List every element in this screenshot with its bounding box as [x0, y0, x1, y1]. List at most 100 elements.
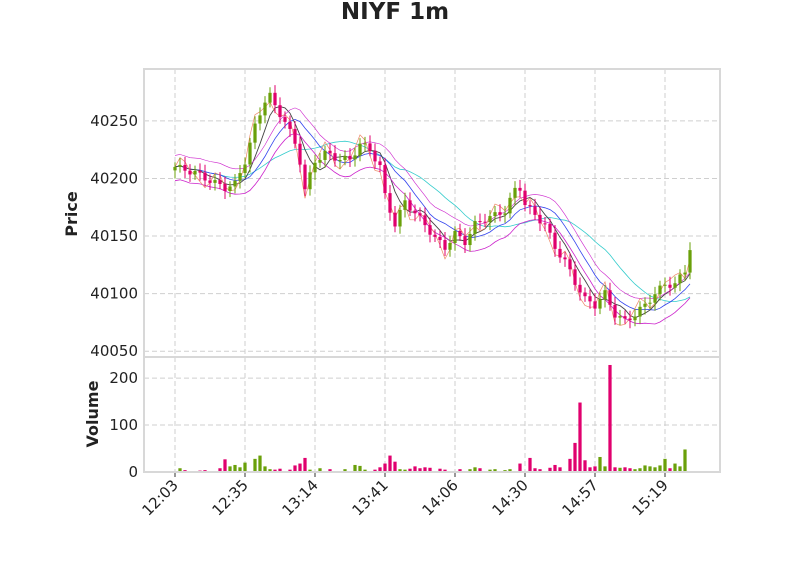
- volume-tick-label: 100: [109, 416, 138, 434]
- candle-body: [458, 230, 462, 237]
- volume-bar: [258, 455, 262, 472]
- candle-body: [618, 316, 622, 318]
- candle-body: [218, 180, 222, 184]
- volume-bar: [393, 461, 397, 472]
- candle-body: [388, 193, 392, 213]
- candle-body: [323, 150, 327, 160]
- volume-bar: [558, 467, 562, 472]
- volume-bar: [493, 469, 497, 472]
- candle-body: [263, 102, 267, 116]
- candle-body: [308, 172, 312, 190]
- volume-bar: [423, 467, 427, 472]
- candle-body: [228, 186, 232, 191]
- candle-body: [483, 221, 487, 223]
- volume-bar: [518, 463, 522, 472]
- candle-body: [278, 105, 282, 118]
- candle-body: [403, 200, 407, 210]
- candle-body: [183, 164, 187, 171]
- volume-bar: [293, 465, 297, 472]
- volume-bar: [268, 469, 272, 472]
- volume-bar: [428, 467, 432, 472]
- volume-bar: [478, 468, 482, 472]
- time-tick-label: 14:57: [559, 476, 602, 519]
- candle-body: [453, 230, 457, 243]
- candle-body: [473, 221, 477, 234]
- candle-body: [663, 284, 667, 286]
- volume-bar: [648, 466, 652, 472]
- candle-body: [193, 170, 197, 175]
- candle-body: [268, 92, 272, 103]
- candle-body: [248, 142, 252, 165]
- candle-body: [593, 301, 597, 309]
- volume-bar: [633, 469, 637, 472]
- volume-bar: [473, 467, 477, 472]
- candle-body: [208, 180, 212, 183]
- candle-body: [533, 206, 537, 215]
- volume-bar: [468, 469, 472, 472]
- volume-bar: [408, 468, 412, 472]
- time-tick-label: 14:30: [489, 476, 532, 519]
- candle-body: [623, 316, 627, 319]
- volume-bar: [593, 466, 597, 472]
- candle-body: [348, 155, 352, 160]
- candle-body: [428, 225, 432, 235]
- candle-body: [543, 223, 547, 225]
- candle-body: [548, 224, 552, 233]
- candle-body: [603, 290, 607, 300]
- time-tick-label: 15:19: [629, 476, 672, 519]
- volume-bar: [238, 467, 242, 472]
- volume-bar: [343, 469, 347, 472]
- volume-bar: [673, 463, 677, 472]
- candle-body: [328, 150, 332, 154]
- candle-body: [203, 172, 207, 181]
- volume-bar: [403, 469, 407, 472]
- candle-body: [343, 155, 347, 160]
- candle-body: [488, 216, 492, 223]
- moving-average-lines: [174, 101, 691, 326]
- time-tick-labels: 12:03 12:35 13:14 13:41 14:06 14:30 14:57 15:19: [139, 476, 672, 519]
- volume-bar: [538, 469, 542, 472]
- volume-bar: [353, 464, 357, 472]
- price-tick-labels: 40050 40100 40150 40200 40250: [90, 112, 138, 360]
- volume-bar: [413, 466, 417, 472]
- candle-body: [558, 248, 562, 258]
- time-tick-label: 12:03: [139, 476, 182, 519]
- volume-bar: [623, 467, 627, 472]
- volume-tick-label: 0: [128, 463, 138, 481]
- candle-body: [508, 197, 512, 214]
- candle-body: [688, 250, 692, 273]
- price-tick-label: 40050: [90, 342, 138, 360]
- ma-line-fast: [174, 106, 691, 319]
- candle-body: [478, 221, 482, 223]
- candle-body: [493, 212, 497, 217]
- candle-body: [668, 284, 672, 288]
- candle-body: [298, 143, 302, 165]
- volume-bar: [398, 469, 402, 472]
- volume-bar: [363, 469, 367, 472]
- volume-tick-label: 200: [109, 369, 138, 387]
- volume-bar: [678, 466, 682, 472]
- volume-bar: [488, 469, 492, 472]
- ma-line-slow: [174, 140, 691, 302]
- candle-body: [588, 296, 592, 302]
- candle-body: [653, 294, 657, 303]
- volume-bar: [443, 469, 447, 472]
- volume-bar: [608, 364, 612, 472]
- candle-body: [518, 187, 522, 191]
- volume-bar: [358, 465, 362, 472]
- candle-body: [583, 292, 587, 297]
- candle-body: [223, 183, 227, 191]
- price-axis-label: Price: [62, 191, 81, 237]
- candle-body: [413, 210, 417, 214]
- volume-bar: [303, 457, 307, 472]
- candle-body: [418, 213, 422, 216]
- candle-body: [628, 318, 632, 321]
- volume-bar: [583, 460, 587, 472]
- candle-body: [503, 213, 507, 215]
- candle-body: [173, 166, 177, 171]
- volume-bar: [328, 469, 332, 472]
- candle-body: [393, 212, 397, 227]
- candle-body: [318, 159, 322, 163]
- volume-bar: [373, 469, 377, 472]
- candle-body: [538, 214, 542, 224]
